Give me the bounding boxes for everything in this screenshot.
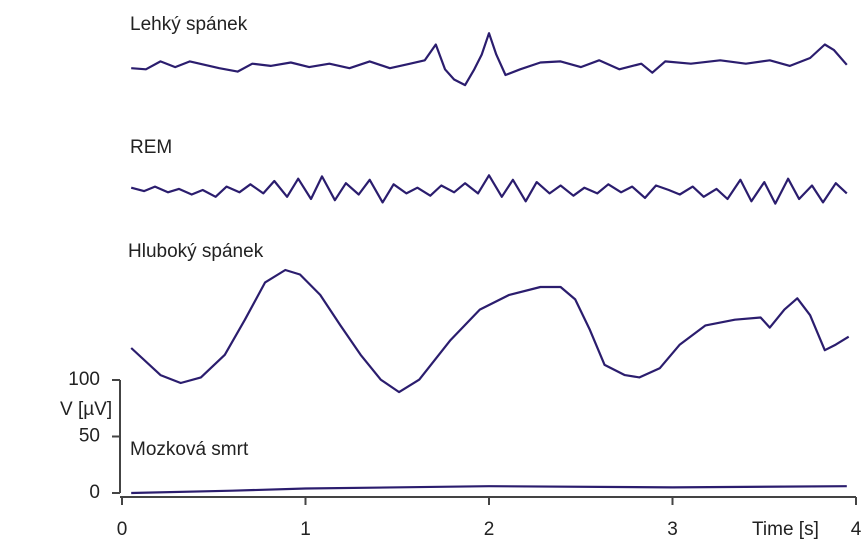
trace	[131, 485, 847, 495]
panel-title: Lehký spánek	[130, 14, 248, 35]
panel-title: REM	[130, 137, 172, 158]
x-tick-label: 4	[851, 519, 862, 540]
trace	[130, 268, 850, 394]
y-tick-label: 100	[68, 369, 100, 390]
panel-title: Mozková smrt	[130, 439, 249, 460]
y-tick-label: 50	[79, 426, 100, 447]
trace	[131, 32, 848, 87]
y-axis-label: V [µV]	[60, 399, 112, 420]
panel-title: Hluboký spánek	[128, 241, 264, 262]
x-tick-label: 0	[117, 519, 128, 540]
x-tick-label: 2	[484, 519, 495, 540]
x-tick-label: 3	[667, 519, 678, 540]
x-tick-label: 1	[300, 519, 311, 540]
y-tick-label: 0	[89, 482, 100, 503]
x-axis-label: Time [s]	[752, 519, 819, 540]
trace	[130, 174, 848, 205]
